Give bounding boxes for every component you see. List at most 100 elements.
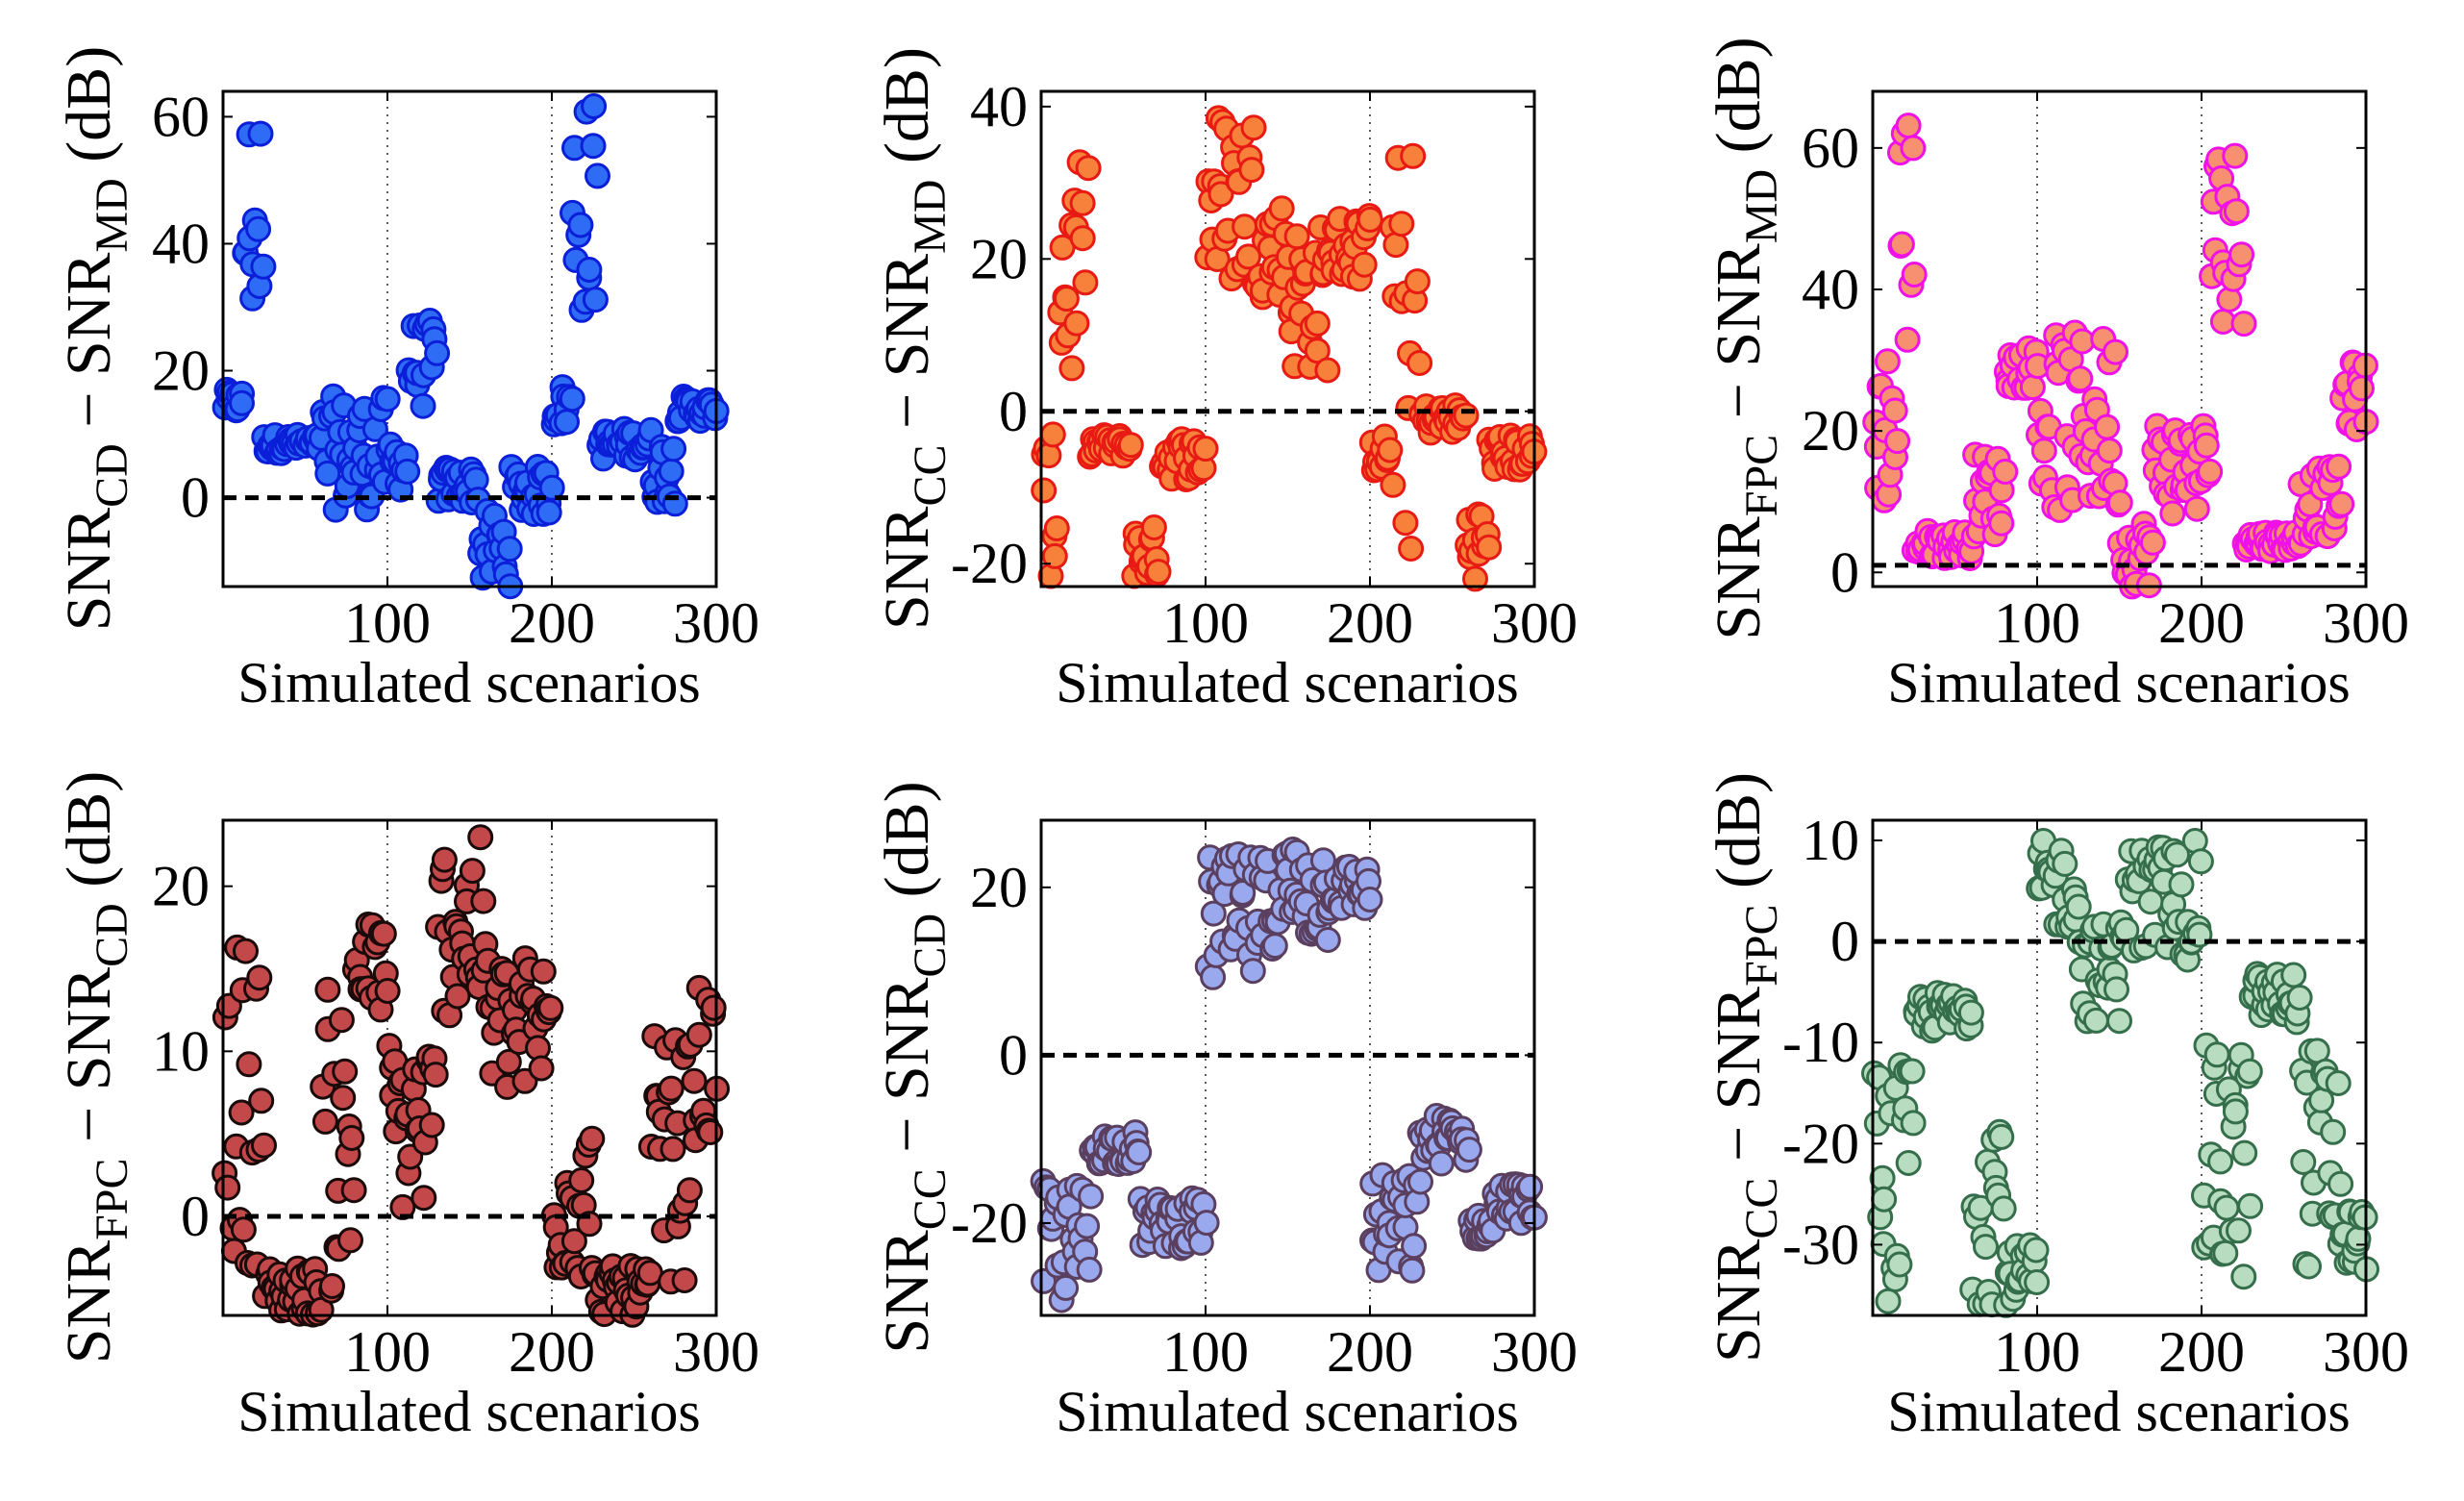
data-point [538,474,565,501]
data-point [1428,1150,1455,1177]
data-point [1053,286,1080,313]
x-tick-label: 300 [1491,1320,1578,1384]
data-point [2106,1008,2132,1035]
data-point [1351,251,1378,278]
x-tick-label: 300 [673,1320,759,1384]
data-point [581,93,608,119]
data-point [2024,1269,2051,1295]
data-point [2286,985,2313,1011]
data-point [1235,243,1261,270]
data-point [568,1167,595,1193]
data-point [467,824,494,851]
data-point [2183,495,2210,522]
x-tick-label: 200 [1327,591,1413,655]
data-point [319,1273,345,1299]
data-point [410,392,436,419]
x-axis-label: Simulated scenarios [1056,1380,1519,1443]
y-tick-label: 20 [152,339,210,403]
data-point [1072,269,1099,296]
plot-frame [221,818,718,1317]
data-point [1126,1138,1153,1165]
data-point [1456,1137,1482,1163]
data-point [2230,311,2257,338]
data-point [2216,287,2243,313]
plot-frame [1871,89,2368,588]
data-point [229,389,255,416]
data-point [2222,142,2249,169]
y-tick-label: -10 [1782,1011,1859,1074]
data-point [431,846,458,873]
data-point [1399,1257,1426,1284]
data-point [496,536,523,563]
x-axis-label: Simulated scenarios [237,651,701,714]
data-point [2103,338,2128,365]
data-point [459,858,485,885]
data-point [2019,374,2046,401]
data-point [681,1067,708,1094]
data-point [1990,1195,2017,1222]
x-tick-label: 100 [344,1320,431,1384]
data-point [2231,1139,2258,1166]
data-point [1058,355,1085,382]
data-point [1894,326,1921,353]
data-point [374,978,401,1004]
data-point [1356,887,1383,913]
x-tick-label: 100 [1994,591,2080,655]
x-tick-label: 200 [2158,1320,2245,1384]
data-point [2207,1148,2234,1175]
data-point [1238,157,1265,184]
x-tick-label: 200 [1327,1320,1413,1384]
data-point [1031,477,1058,504]
data-point [1193,1210,1220,1237]
data-point [685,1021,712,1048]
x-tick-label: 100 [344,591,431,655]
data-point [2212,1239,2239,1266]
data-point [1988,1123,2015,1150]
data-point [1900,135,1927,162]
data-point [2082,1007,2109,1034]
y-axis-label: SNRCC − SNRFPC (dB) [1704,772,1787,1363]
data-point [233,938,259,964]
data-point [411,1185,437,1212]
data-point [2069,328,2096,355]
data-point [2326,453,2352,480]
data-point [2164,841,2190,868]
data-point [1039,421,1066,448]
data-point [1053,1274,1080,1301]
data-point [370,920,397,947]
data-point [1232,213,1258,240]
data-point [1388,211,1415,238]
data-point [2052,850,2078,877]
data-point [2203,1041,2230,1068]
x-tick-label: 200 [2158,591,2245,655]
data-point [2327,1170,2354,1197]
data-point [1453,402,1480,429]
data-point [245,215,272,242]
data-point [2094,413,2121,440]
y-tick-label: 0 [999,380,1028,443]
data-point [671,1267,698,1293]
x-axis-label: Simulated scenarios [1887,1380,2351,1443]
x-tick-label: 300 [2323,1320,2409,1384]
data-point [422,1062,449,1088]
data-point [2159,500,2186,527]
x-tick-label: 300 [673,591,759,655]
data-point [1382,232,1409,259]
y-tick-label: 10 [1802,809,1859,872]
data-point [1881,397,1908,424]
data-point [1200,900,1227,927]
data-point [1314,927,1341,953]
data-point [250,253,277,280]
data-point [576,257,603,283]
data-point [311,1108,338,1135]
data-point [580,133,607,160]
data-point [1404,268,1431,295]
data-point [2213,1194,2240,1221]
data-point [1356,206,1383,233]
data-point [374,386,401,413]
data-point [2296,1253,2322,1280]
panel-fpc-vs-cd: 100 200 300 0 10 20 Simulated scenarios SNRFP… [54,771,759,1443]
x-tick-label: 100 [1162,591,1249,655]
data-point [1875,1288,1902,1314]
y-tick-label: 0 [181,466,210,530]
